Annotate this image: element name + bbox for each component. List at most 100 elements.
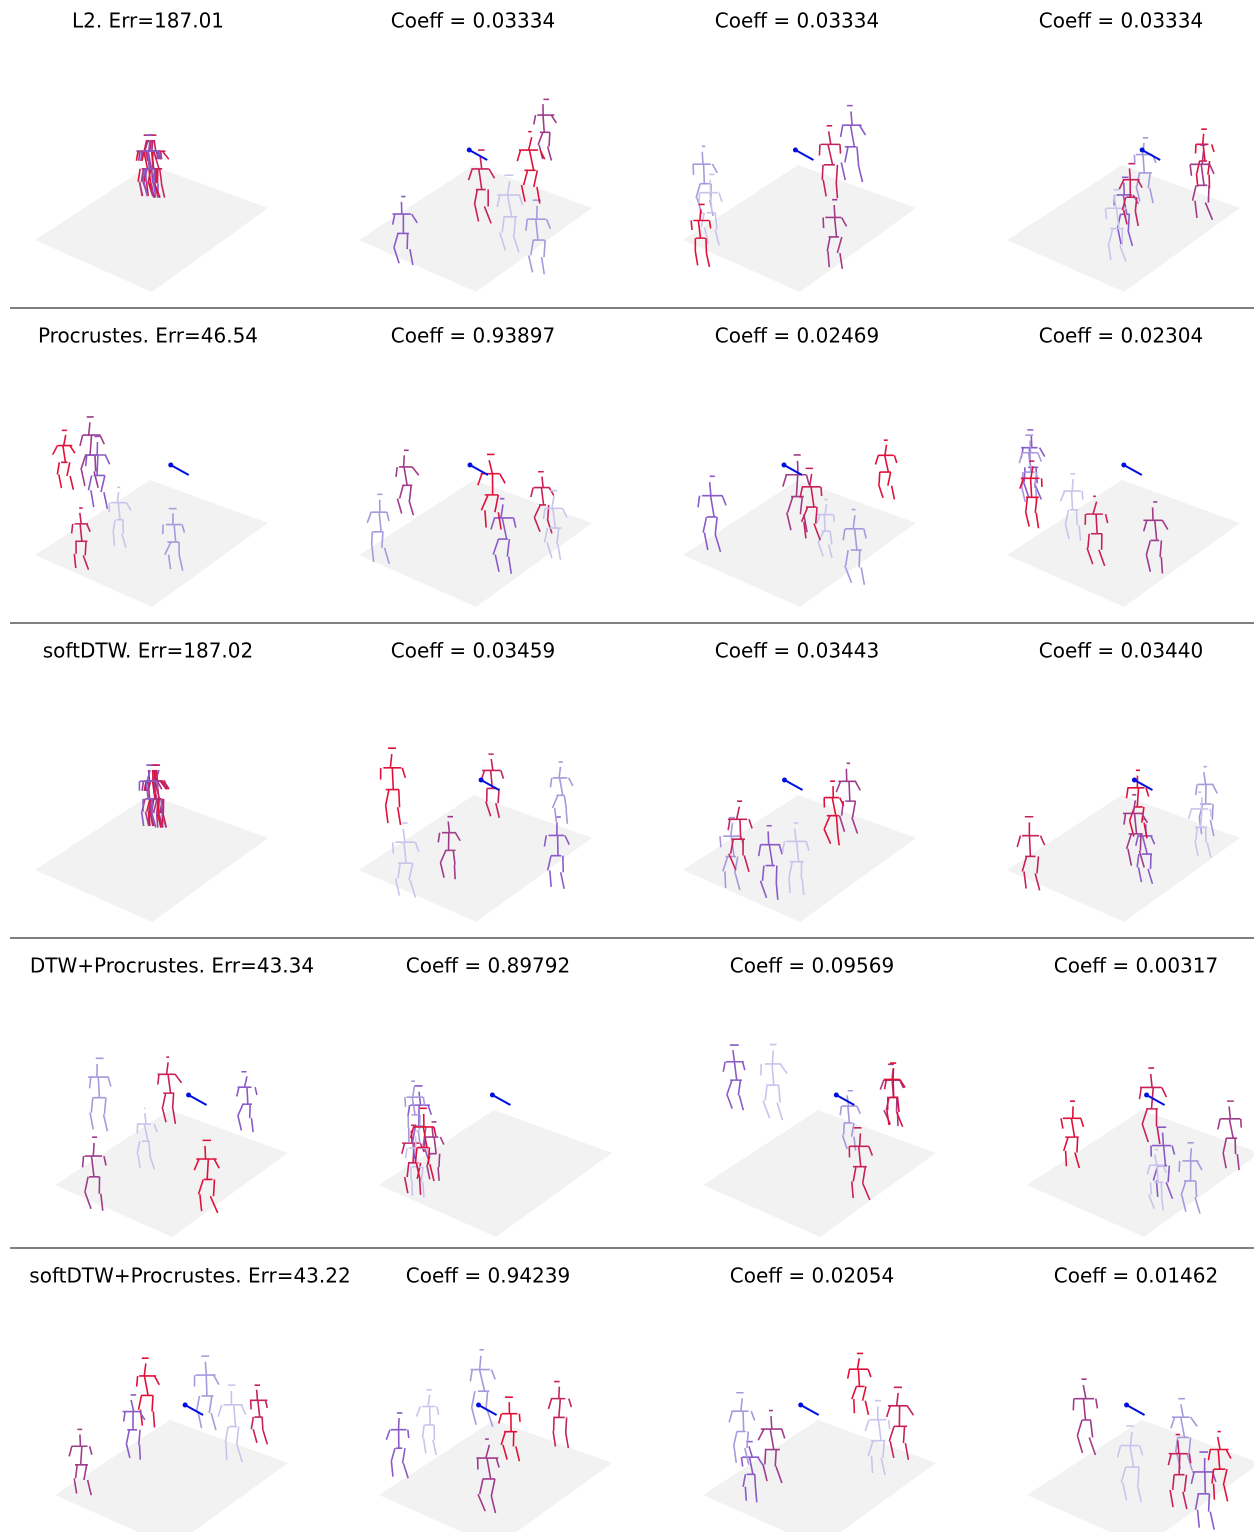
row-title: DTW+Procrustes. Err=43.34 [30,954,314,978]
skeleton [395,449,420,516]
direction-arrow [170,464,190,476]
panel [1007,765,1240,922]
floor [359,795,592,922]
skeleton [549,761,574,824]
skeleton [781,822,810,895]
skeleton [1146,1148,1168,1211]
skeleton [839,104,867,183]
skeleton [543,816,570,890]
skeleton [816,498,836,559]
direction-arrow [794,149,814,161]
direction-arrow [478,1404,498,1416]
coeff-label: Coeff = 0.94239 [406,1264,570,1288]
skeleton [740,1440,764,1503]
skeleton [842,508,867,585]
direction-arrow [1146,1094,1166,1106]
coeff-label: Coeff = 0.03334 [391,9,555,33]
skeleton [404,1080,426,1144]
skeleton [1207,1430,1232,1502]
panel [1027,1378,1254,1532]
skeleton [79,416,105,488]
floor [683,795,916,922]
skeleton [157,1056,183,1125]
coeff-label: Coeff = 0.00317 [1054,954,1218,978]
panel [35,416,268,607]
coeff-label: Coeff = 0.03440 [1039,639,1203,663]
coeff-label: Coeff = 0.02304 [1039,324,1203,348]
skeleton [415,1388,440,1456]
arrow-head [1144,1092,1150,1098]
skeleton [1059,473,1084,541]
arrow-head [1121,462,1127,468]
floor [35,795,268,922]
skeleton [217,1384,247,1463]
skeleton [88,1057,112,1132]
skeleton [235,1070,258,1133]
skeleton [391,195,418,266]
skeleton [757,1409,786,1484]
skeleton [366,493,390,565]
direction-arrow [188,1094,208,1106]
skeleton [848,1127,874,1201]
skeleton [1084,495,1109,567]
skeleton [1060,1100,1085,1169]
skeleton [692,145,719,216]
skeleton [1142,501,1169,574]
skeleton [140,134,160,198]
panel [55,1355,288,1532]
arrow-head [467,462,473,468]
skeleton [727,800,753,873]
skeleton [879,1063,905,1126]
skeleton [496,174,524,253]
coeff-label: Coeff = 0.89792 [406,954,570,978]
skeleton [1072,1378,1099,1456]
skeleton [516,130,546,204]
skeleton [1189,144,1215,221]
skeleton [490,497,517,574]
skeleton [135,1357,160,1428]
coeff-label: Coeff = 0.01462 [1054,1264,1218,1288]
floor [55,1420,288,1532]
skeleton [885,1386,915,1460]
floor [683,165,916,292]
arrow-head [792,147,798,153]
skeleton [1190,1451,1217,1530]
arrow-head [833,1092,839,1098]
arrow-head [781,462,787,468]
skeleton [480,753,505,819]
skeleton [883,1062,906,1128]
panel [683,104,916,292]
skeleton [476,1438,500,1514]
skeleton [391,822,420,898]
skeleton [193,1355,220,1431]
skeleton [467,149,496,224]
direction-arrow [835,1094,855,1106]
skeleton [52,429,76,490]
coeff-label: Coeff = 0.09569 [730,954,894,978]
direction-arrow [1123,464,1143,476]
skeleton [823,780,845,846]
panel [359,747,592,922]
skeleton [437,815,461,880]
panel [379,1349,612,1532]
panel [703,1352,936,1532]
panel [1007,128,1240,292]
skeleton [81,1136,107,1211]
skeleton [1187,791,1213,858]
row-title: softDTW. Err=187.02 [43,639,253,663]
skeleton [1150,1126,1176,1200]
skeleton [532,98,558,161]
floor [35,165,268,292]
skeleton [409,1107,437,1182]
direction-arrow [784,779,804,791]
arrow-head [186,1092,192,1098]
arrow-head [182,1402,188,1408]
row-title: L2. Err=187.01 [72,9,224,33]
skeleton [760,1043,788,1121]
skeleton [477,453,506,530]
direction-arrow [783,464,803,476]
skeleton [757,824,783,900]
skeleton [136,1107,158,1170]
skeleton [379,747,407,826]
